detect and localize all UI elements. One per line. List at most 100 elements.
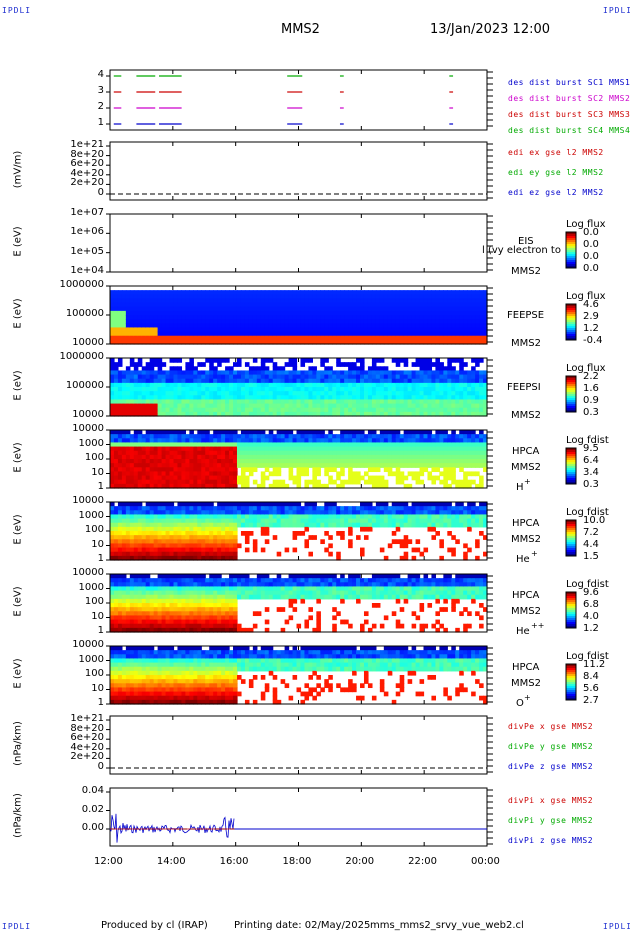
hpca-he1-cell [189,522,194,528]
feepsi-cell [332,370,337,376]
hpca-h-cell [312,471,317,477]
hpca-he1-cell [371,522,377,528]
feepsi-cell [467,399,472,405]
hpca-h-cell [387,459,393,464]
feepsi-cell [399,391,405,396]
hpca-h-cell [157,434,163,439]
feepse-cell [248,339,254,345]
feepsi-cell [340,382,345,388]
feepsi-cell [181,395,186,401]
feepse-cell [475,315,480,320]
hpca-h-cell [375,479,381,485]
feepsi-cell [137,407,143,413]
hpca-he1-cell [348,510,353,516]
hpca-he1-cell [439,514,444,520]
feepsi-cell [451,387,456,392]
feepsi-cell [324,374,329,380]
hpca-h-cell [153,450,159,456]
feepse-cell [244,315,250,320]
feepse-cell [308,331,313,337]
feepse-cell [320,335,325,341]
hpca-h-cell [173,483,179,489]
hpca-h-cell [411,442,417,448]
hpca-h-cell [304,430,310,435]
hpca-h-cell [431,434,437,439]
hpca-he1-cell [169,510,175,516]
hpca-he1-cell [209,535,214,540]
hpca-h-cell [443,463,448,468]
hpca-he1-cell [375,510,381,516]
feepse-cell [244,298,250,304]
hpca-h-cell [431,454,437,460]
feepsi-cell [371,366,377,372]
feepse-cell [213,339,218,345]
feepsi-cell [125,370,131,376]
feepse-cell [240,294,246,300]
hpca-h-cell [217,442,222,448]
feepse-cell [379,335,385,341]
hpca-h-cell [308,463,313,468]
hpca-h-cell [427,463,433,468]
hpca-he1-cell [375,506,381,511]
hpca-h-cell [276,446,282,452]
feepsi-cell [312,387,317,392]
hpca-he1-cell [407,518,413,524]
feepsi-cell [475,374,480,380]
hpca-he1-cell [352,510,357,516]
feepse-cell [336,339,341,345]
hpca-he1-cell [427,502,433,507]
hpca-he1-cell [137,518,143,524]
feepse-cell [475,310,480,316]
feepsi-cell [463,399,468,405]
hpca-he1-cell [288,514,294,520]
feepse-cell [225,315,230,320]
feepsi-cell [264,411,270,417]
hpca-he1-cell [252,502,258,507]
feepse-cell [471,335,476,341]
hpca-h-cell [276,483,282,489]
hpca-h-cell [280,454,286,460]
hpca-h-cell [189,483,194,489]
feepsi-cell [264,370,270,376]
feepsi-cell [213,403,218,409]
hpca-he1-cell [201,514,206,520]
hpca-h-cell [411,471,417,477]
feepse-cell [419,290,425,295]
feepsi-cell [332,391,337,396]
feepsi-cell [395,378,401,384]
hpca-h-cell [221,430,226,435]
hpca-h-cell [110,442,115,448]
feepse-cell [292,315,298,320]
feepsi-cell [173,382,179,388]
hpca-he1-cell [387,522,393,528]
feepsi-cell [272,382,278,388]
hpca-h-cell [455,438,460,444]
feepsi-cell [447,403,452,409]
hpca-h-cell [129,459,135,464]
hpca-he1-cell [141,547,147,553]
feepse-cell [391,298,397,304]
feepsi-cell [240,407,246,413]
hpca-h-cell [252,467,258,473]
feepse-cell [443,331,448,337]
feepsi-cell [189,362,194,367]
feepsi-cell [205,411,210,417]
feepse-cell [371,298,377,304]
feepse-cell [336,331,341,337]
hpca-he1-cell [197,502,202,507]
feepsi-cell [189,374,194,380]
hpca-h-cell [308,450,313,456]
feepsi-cell [447,395,452,401]
hpca-h-cell [153,459,159,464]
feepse-cell [459,306,464,312]
feepsi-cell [439,407,444,413]
hpca-h-cell [177,479,183,485]
feepse-cell [328,319,333,324]
feepsi-cell [344,407,349,413]
hpca-h-cell [467,430,472,435]
hpca-he1-cell [483,506,488,511]
feepse-cell [272,335,278,341]
feepsi-cell [248,391,254,396]
hpca-he1-cell [157,543,163,549]
feepse-cell [213,306,218,312]
